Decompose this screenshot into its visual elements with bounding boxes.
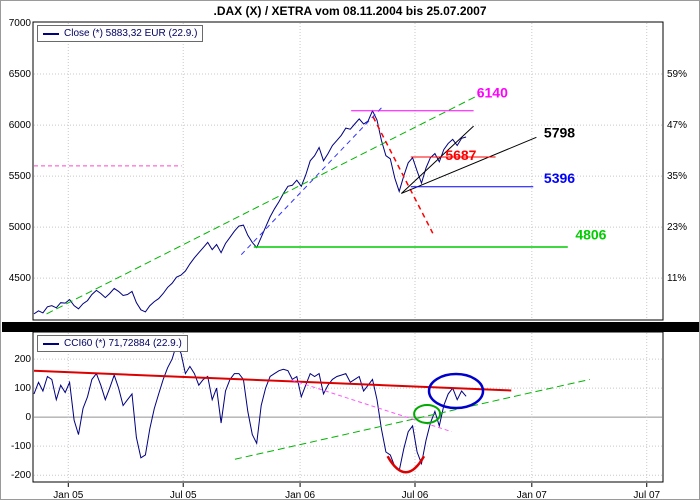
x-axis-label: Jan 06 (285, 490, 315, 500)
y-axis-label: -200 (11, 470, 31, 481)
y-axis-label: 0 (25, 412, 31, 423)
cci-legend[interactable]: CCI60 (*) 71,72884 (22.9.) (37, 335, 188, 352)
green-highlight-ellipse (413, 403, 442, 424)
y-axis-label: 4500 (9, 273, 32, 284)
x-axis-label: Jul 06 (402, 490, 429, 500)
price-frame (32, 21, 664, 321)
x-axis-label: Jan 07 (517, 490, 547, 500)
cci-series-swatch (43, 342, 59, 345)
blue-highlight-ellipse (427, 372, 485, 410)
x-axis-label: Jan 05 (53, 490, 83, 500)
level-label-5687: 5687 (445, 147, 476, 163)
fan-line-upper (401, 125, 474, 194)
uptrend-support-line (46, 94, 481, 315)
cci-legend-label: CCI60 (*) 71,72884 (22.9.) (64, 338, 182, 349)
y-axis-label: 100 (14, 383, 31, 394)
y-axis-label-right: 47% (667, 120, 687, 131)
y-axis-label-right: 23% (667, 222, 687, 233)
y-axis-label: 6000 (9, 120, 32, 131)
y-axis-label-right: 59% (667, 69, 687, 80)
cci-resistance-line (33, 369, 512, 392)
level-label-5798: 5798 (544, 124, 575, 140)
cci-frame (32, 331, 664, 483)
fan-line-5798 (401, 136, 537, 194)
close-series-swatch (43, 32, 59, 35)
steep-uptrend-line (240, 106, 383, 256)
x-axis-label: Jul 05 (170, 490, 197, 500)
close-series-line (33, 109, 467, 315)
y-axis-label: -100 (11, 441, 31, 452)
y-axis-label: 7000 (9, 18, 32, 29)
downtrend-line (372, 116, 434, 234)
price-legend-label: Close (*) 5883,32 EUR (22.9.) (64, 28, 198, 39)
chart-title: .DAX (X) / XETRA vom 08.11.2004 bis 25.0… (213, 4, 487, 18)
y-axis-label-right: 35% (667, 171, 687, 182)
red-bottom-arc (386, 455, 426, 474)
level-label-5396: 5396 (544, 170, 575, 186)
panel-separator-bar (2, 322, 699, 332)
y-axis-label: 200 (14, 354, 31, 365)
y-axis-label: 5000 (9, 222, 32, 233)
y-axis-label: 6500 (9, 69, 32, 80)
y-axis-label: 5500 (9, 171, 32, 182)
level-label-6140: 6140 (477, 85, 508, 101)
price-legend[interactable]: Close (*) 5883,32 EUR (22.9.) (37, 25, 204, 42)
y-axis-label-right: 11% (667, 273, 686, 284)
level-label-4806: 4806 (575, 226, 606, 242)
x-axis-label: Jul 07 (633, 490, 660, 500)
